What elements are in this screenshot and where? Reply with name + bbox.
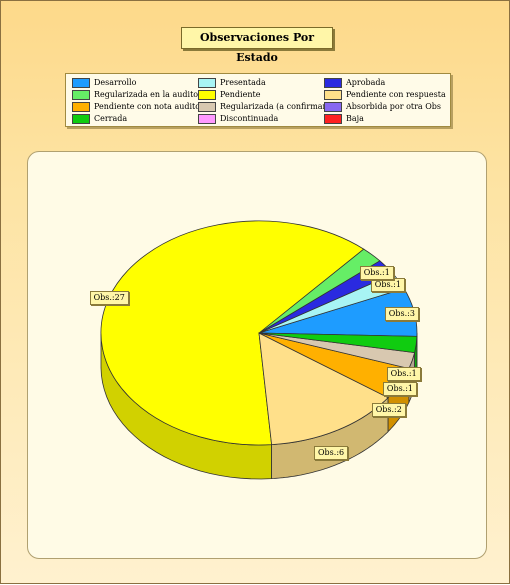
data-label: Obs.:6 xyxy=(314,446,348,460)
data-label: Obs.:1 xyxy=(387,367,421,381)
data-label: Obs.:27 xyxy=(90,291,129,305)
data-label: Obs.:1 xyxy=(383,382,417,396)
data-label: Obs.:1 xyxy=(360,266,394,280)
data-label: Obs.:2 xyxy=(372,403,406,417)
data-label: Obs.:3 xyxy=(385,307,419,321)
data-label: Obs.:1 xyxy=(371,278,405,292)
